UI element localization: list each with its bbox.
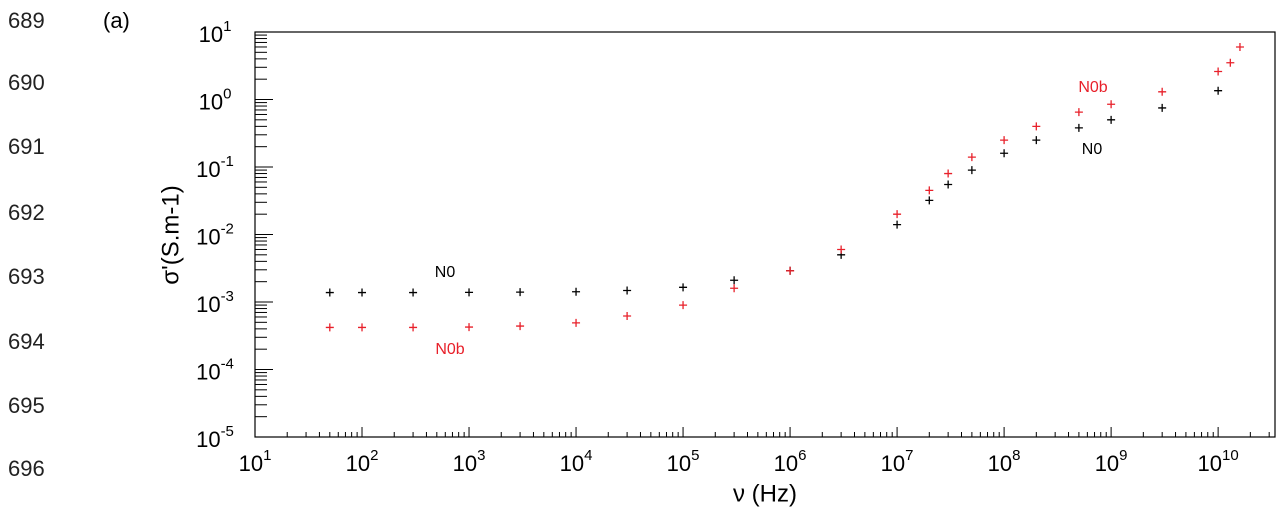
x-tick-label: 108 [988,447,1021,476]
data-point [1214,86,1223,95]
annotation: N0 [435,264,456,281]
annotation: N0b [1078,79,1107,96]
data-point [1158,87,1167,96]
data-point [925,186,934,195]
x-tick-label: 105 [667,447,700,476]
x-tick-label: 106 [774,447,807,476]
data-point [465,323,474,332]
line-number: 691 [8,134,45,159]
data-point [325,323,334,332]
x-tick-label: 109 [1095,447,1128,476]
line-number: 692 [8,200,45,225]
y-tick-label: 10-5 [196,423,234,452]
data-point [572,287,581,296]
x-axis-label: ν (Hz) [733,480,797,507]
data-point [837,245,846,254]
data-point [893,210,902,219]
data-point [1000,136,1009,145]
data-point [623,286,632,295]
data-point [944,180,953,189]
line-number: 696 [8,456,45,481]
data-point [679,283,688,292]
x-tick-label: 104 [560,447,593,476]
line-number: 689 [8,8,45,33]
data-point [1000,149,1009,158]
data-point [516,288,525,297]
x-tick-label: 102 [346,447,379,476]
panel-label: (a) [103,8,130,33]
y-axis-label: σ'(S.m-1) [157,185,184,284]
data-point [1107,115,1116,124]
data-point [358,323,367,332]
data-point [572,318,581,327]
data-point [967,166,976,175]
x-tick-label: 107 [881,447,914,476]
data-point [893,220,902,229]
data-point [730,276,739,285]
x-tick-label: 101 [239,447,272,476]
line-number: 693 [8,264,45,289]
data-point [1032,136,1041,145]
data-point [786,266,795,275]
x-tick-label: 103 [453,447,486,476]
x-tick-label: 1010 [1198,447,1239,476]
data-point [925,196,934,205]
line-number: 690 [8,70,45,95]
y-tick-label: 10-1 [196,153,234,182]
line-number: 694 [8,329,45,354]
data-point [967,153,976,162]
annotation: N0b [435,341,464,358]
data-point [944,169,953,178]
data-point [679,301,688,310]
line-numbers: 689 690 691 692 693 694 695 696 [8,8,45,481]
data-point [409,323,418,332]
data-point [358,288,367,297]
data-point [1074,123,1083,132]
data-point [465,288,474,297]
data-point [1074,108,1083,117]
data-point [1158,103,1167,112]
data-point [325,288,334,297]
data-point [730,284,739,293]
y-tick-label: 10-3 [196,288,234,317]
data-point [516,322,525,331]
data-point [1032,122,1041,131]
data-point [409,288,418,297]
y-tick-label: 101 [199,18,232,47]
data-point [1214,67,1223,76]
data-point [1235,42,1244,51]
annotation: N0 [1082,141,1103,158]
data-point [1107,100,1116,109]
y-tick-label: 10-4 [196,355,234,384]
y-tick-label: 10-2 [196,220,234,249]
y-tick-label: 100 [199,85,232,114]
data-point [1226,58,1235,67]
data-point [623,312,632,321]
plot-frame [254,31,1276,438]
line-number: 695 [8,393,45,418]
